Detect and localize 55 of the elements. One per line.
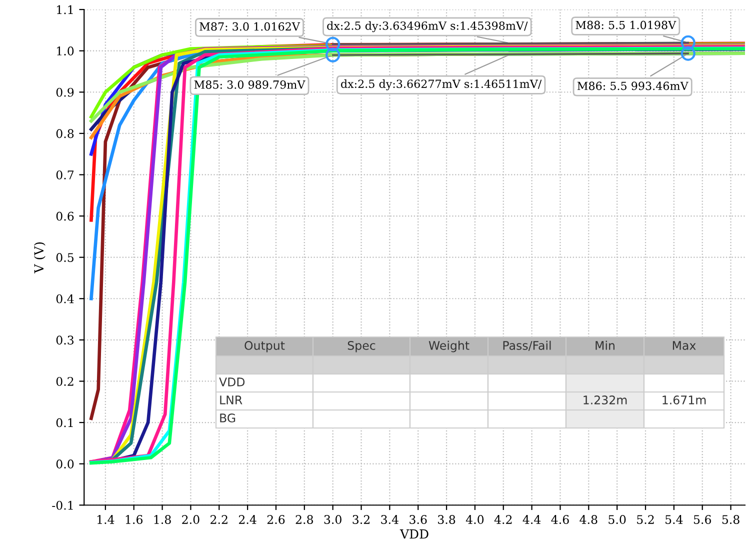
y-tick-label: 0.9 <box>56 88 74 97</box>
x-tick-label: 3.8 <box>438 515 456 524</box>
y-tick-label: 0.1 <box>56 418 73 428</box>
y-tick-label: 0.2 <box>56 376 74 386</box>
x-tick-label: 4.4 <box>522 515 541 524</box>
annotation: 1.232m <box>584 395 627 404</box>
x-tick-label: 5.4 <box>666 515 683 524</box>
annotation: LNR <box>220 396 242 404</box>
x-tick-label: 1.8 <box>154 515 171 524</box>
x-tick-label: 5.2 <box>637 515 654 524</box>
y-axis-title: V (V) <box>34 242 46 274</box>
annotation: Output <box>244 340 285 352</box>
annotation: M86: 5.5 993.46mV <box>577 82 688 90</box>
x-tick-label: 1.4 <box>97 515 114 524</box>
y-tick-label: 0.5 <box>56 253 74 262</box>
annotation: Spec <box>348 340 376 352</box>
y-tick-label: 0.6 <box>56 212 74 221</box>
y-tick-label: 1.0 <box>57 46 74 56</box>
y-tick-label: -0.1 <box>52 500 73 510</box>
annotation: dx:2.5 dy:3.63496mV s:1.45398mV/ <box>327 21 528 32</box>
annotation: M87: 3.0 1.0162V <box>200 22 300 31</box>
x-tick-label: 4.0 <box>466 515 484 524</box>
x-tick-label: 2.2 <box>210 515 228 524</box>
x-tick-label: 4.2 <box>494 515 512 524</box>
x-tick-label: 3.6 <box>410 515 427 524</box>
annotation: 1.671m <box>662 395 706 404</box>
y-tick-label: 0.4 <box>56 294 74 304</box>
x-tick-label: 3.4 <box>381 515 398 524</box>
x-tick-label: 4.6 <box>551 515 569 524</box>
x-tick-label: 2.8 <box>296 515 313 524</box>
x-tick-label: 2.6 <box>267 515 285 524</box>
annotation: Max <box>672 341 696 350</box>
annotation: BG <box>220 413 236 422</box>
annotation: VDD <box>219 378 245 386</box>
annotation: M85: 3.0 989.79mV <box>194 80 306 89</box>
x-tick-label: 3.0 <box>324 515 342 524</box>
y-tick-label: 1.1 <box>57 5 73 14</box>
y-tick-label: 0.0 <box>56 460 74 468</box>
x-tick-label: 5.6 <box>694 515 711 524</box>
x-tick-label: 3.2 <box>352 515 370 524</box>
x-tick-label: 1.6 <box>126 515 142 524</box>
annotation: Weight <box>428 340 470 352</box>
annotation: dx:2.5 dy:3.66277mV s:1.46511mV/ <box>341 79 542 90</box>
x-tick-label: 2.4 <box>238 515 256 524</box>
y-tick-label: 0.3 <box>56 336 74 345</box>
y-tick-label: 0.7 <box>56 170 74 180</box>
annotation: Min <box>596 340 614 350</box>
x-tick-label: 2.0 <box>182 515 200 524</box>
x-tick-label: 4.8 <box>580 515 598 524</box>
annotation: M88: 5.5 1.0198V <box>576 20 676 30</box>
y-tick-label: 0.8 <box>56 129 74 138</box>
x-tick-label: 5.0 <box>608 515 626 524</box>
x-tick-label: 5.8 <box>722 515 740 524</box>
annotation: Pass/Fail <box>503 340 551 351</box>
x-axis-title: VDD <box>400 529 428 539</box>
